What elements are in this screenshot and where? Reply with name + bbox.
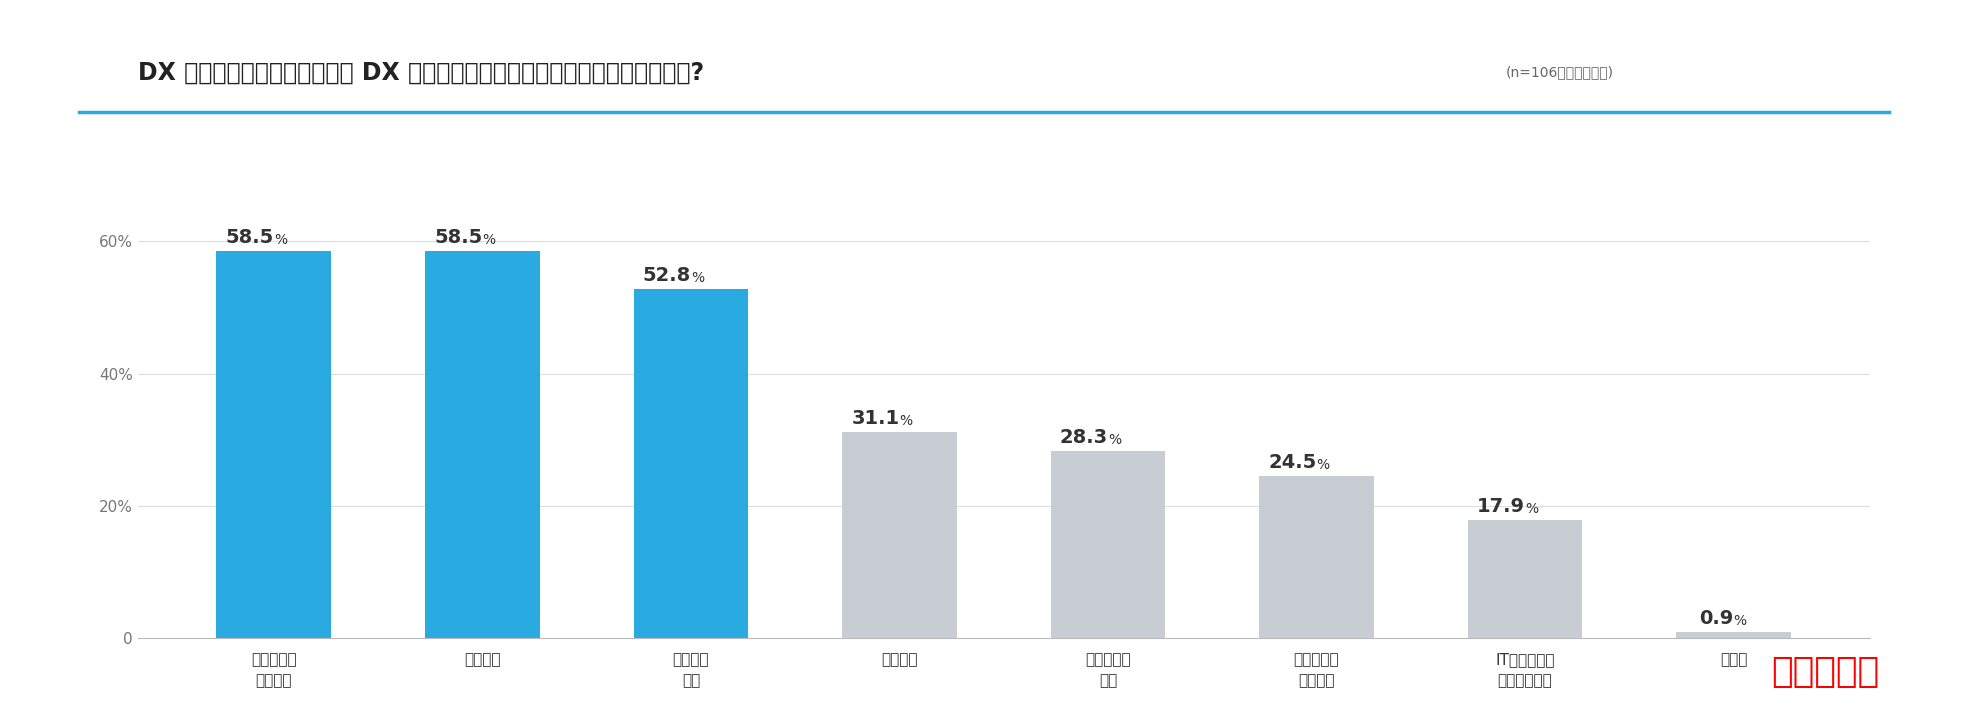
Bar bbox=[1468, 520, 1582, 638]
Text: 58.5: 58.5 bbox=[435, 228, 482, 247]
Text: 31.1: 31.1 bbox=[852, 410, 899, 428]
Bar bbox=[842, 432, 956, 638]
Text: 駅すぱあと: 駅すぱあと bbox=[1771, 655, 1879, 689]
Text: %: % bbox=[1317, 458, 1330, 472]
Text: %: % bbox=[1108, 433, 1122, 447]
Text: 52.8: 52.8 bbox=[644, 266, 691, 285]
Text: %: % bbox=[1734, 614, 1748, 628]
Bar bbox=[1677, 632, 1791, 638]
Text: 17.9: 17.9 bbox=[1478, 497, 1525, 515]
Bar bbox=[216, 252, 331, 638]
Text: 0.9: 0.9 bbox=[1698, 609, 1734, 628]
Text: %: % bbox=[482, 233, 496, 247]
Bar bbox=[634, 289, 748, 638]
Text: (n=106、複数選択可): (n=106、複数選択可) bbox=[1506, 65, 1614, 80]
Text: 58.5: 58.5 bbox=[226, 228, 274, 247]
Text: %: % bbox=[274, 233, 287, 247]
Text: %: % bbox=[691, 271, 705, 285]
Text: 24.5: 24.5 bbox=[1267, 453, 1317, 472]
Text: 28.3: 28.3 bbox=[1061, 428, 1108, 447]
Text: DX 推進する場合、どの業務を DX 化すれば業務効率化につながると思いますか?: DX 推進する場合、どの業務を DX 化すれば業務効率化につながると思いますか? bbox=[138, 60, 705, 85]
Bar bbox=[1260, 476, 1374, 638]
Bar bbox=[1051, 451, 1165, 638]
Text: %: % bbox=[1525, 502, 1539, 515]
Bar bbox=[425, 252, 539, 638]
Text: %: % bbox=[899, 415, 913, 428]
